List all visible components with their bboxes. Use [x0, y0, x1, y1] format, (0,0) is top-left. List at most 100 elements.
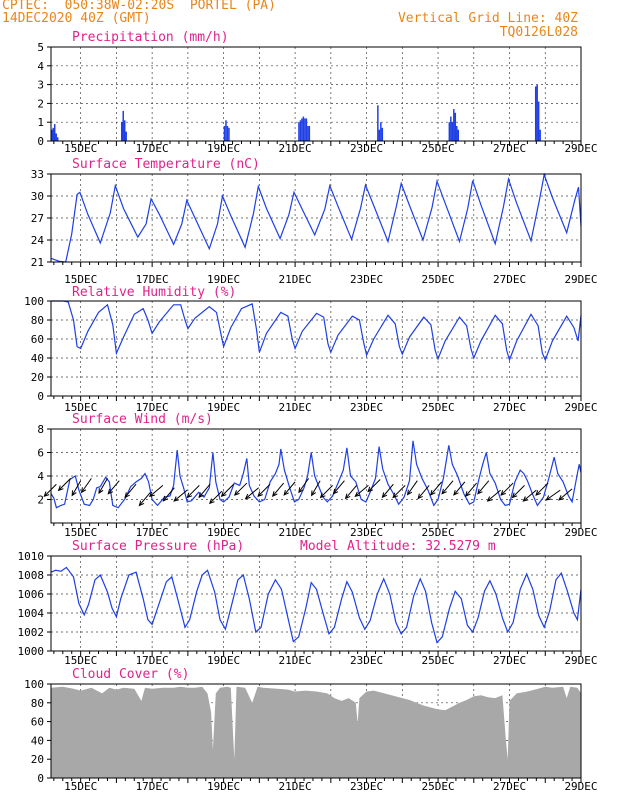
precip-bar	[380, 122, 382, 141]
y-tick-label: 2	[37, 494, 44, 507]
wind-vector-arrow	[522, 489, 537, 502]
precip-bar	[225, 120, 227, 141]
wind-arrow-head	[429, 489, 436, 496]
x-tick-label: 17DEC	[136, 142, 169, 155]
wind-arrow-shaft	[500, 482, 514, 496]
precip-bar	[451, 122, 454, 141]
precip-bar	[226, 125, 229, 141]
x-tick-label: 17DEC	[136, 273, 169, 286]
wind-arrow-head	[319, 492, 326, 499]
x-tick-label: 29DEC	[564, 780, 597, 793]
wind-arrow-shaft	[465, 482, 478, 497]
wind-arrow-shaft	[124, 483, 137, 498]
wind-arrow-shaft	[311, 480, 321, 496]
x-tick-label: 21DEC	[279, 401, 312, 414]
x-tick-label: 23DEC	[350, 273, 383, 286]
wind-arrow-shaft	[535, 482, 549, 496]
wind-arrow-shaft	[367, 479, 381, 492]
wind-vector-arrow	[381, 483, 394, 499]
x-tick-label: 27DEC	[493, 401, 526, 414]
wind-arrow-head	[124, 492, 130, 499]
y-tick-label: 80	[31, 697, 44, 710]
wind-arrow-shaft	[441, 480, 454, 495]
wind-vector-arrow	[208, 490, 223, 505]
wind-arrow-head	[354, 491, 361, 498]
precip-bar	[302, 116, 305, 141]
x-tick-label: 21DEC	[279, 780, 312, 793]
x-tick-label: 15DEC	[64, 526, 97, 539]
y-tick-label: 40	[31, 734, 44, 747]
y-tick-label: 1002	[18, 626, 45, 639]
wind-vector-arrow	[148, 485, 164, 498]
x-tick-label: 23DEC	[350, 526, 383, 539]
x-tick-label: 27DEC	[493, 654, 526, 667]
wind-arrow-head	[162, 495, 169, 502]
x-tick-label: 15DEC	[64, 654, 97, 667]
wind-vector-arrow	[198, 483, 211, 499]
x-tick-label: 23DEC	[350, 780, 383, 793]
x-tick-label: 29DEC	[564, 273, 597, 286]
wind-arrow-head	[208, 498, 215, 505]
wind-vector-arrow	[453, 481, 466, 496]
wind-vector-arrow	[124, 483, 137, 499]
precip-bar	[125, 131, 127, 141]
wind-arrow-shaft	[173, 489, 188, 502]
wind-line	[50, 440, 582, 509]
x-tick-label: 19DEC	[207, 401, 240, 414]
wind-arrow-head	[381, 492, 388, 499]
station-info: CPTEC: 050:38W-02:20S PORTEL (PA)	[2, 0, 276, 13]
cloud-title: Cloud Cover (%)	[72, 667, 189, 682]
wind-arrow-shaft	[392, 485, 406, 498]
wind-vector-arrow	[138, 492, 151, 507]
wind-arrow-head	[500, 490, 506, 496]
wind-vector-arrow	[244, 487, 259, 500]
y-tick-label: 80	[31, 314, 44, 327]
y-tick-label: 0	[37, 772, 44, 785]
temp-line	[50, 172, 582, 263]
precip-bar	[448, 122, 451, 141]
wind-arrow-head	[244, 493, 251, 500]
y-tick-label: 5	[37, 41, 44, 54]
wind-vector-arrow	[535, 482, 549, 496]
wind-vector-arrow	[464, 482, 478, 497]
wind-panel	[43, 428, 582, 528]
x-tick-label: 19DEC	[207, 273, 240, 286]
x-tick-label: 25DEC	[421, 142, 454, 155]
wind-vector-arrow	[477, 480, 490, 495]
precip-frame	[50, 46, 582, 142]
wind-arrow-head	[233, 490, 240, 496]
wind-vector-arrow	[80, 478, 92, 494]
x-tick-label: 25DEC	[421, 780, 454, 793]
precip-panel	[47, 46, 582, 146]
wind-arrow-head	[367, 486, 374, 493]
y-tick-label: 100	[24, 295, 44, 308]
x-tick-label: 27DEC	[493, 526, 526, 539]
y-tick-label: 100	[24, 678, 44, 691]
precip-bar	[536, 84, 538, 141]
wind-vector-arrow	[186, 485, 200, 499]
y-tick-label: 8	[37, 423, 44, 436]
wind-arrow-shaft	[272, 482, 285, 497]
wind-vector-arrow	[319, 485, 333, 499]
y-tick-label: 1006	[18, 588, 45, 601]
wind-arrow-head	[107, 488, 114, 495]
y-tick-label: 1010	[18, 550, 45, 563]
wind-vector-arrow	[283, 481, 296, 496]
wind-arrow-head	[477, 488, 483, 495]
wind-arrow-head	[198, 492, 204, 499]
precip-bar	[381, 127, 384, 141]
y-tick-label: 33	[31, 168, 44, 181]
y-tick-label: 40	[31, 352, 44, 365]
wind-arrow-shaft	[298, 478, 310, 493]
precip-bar	[534, 86, 537, 141]
wind-vector-arrow	[220, 483, 234, 498]
wind-vector-arrow	[107, 480, 120, 495]
wind-vector-arrow	[43, 483, 57, 498]
wind-vector-arrow	[486, 489, 501, 502]
x-tick-label: 17DEC	[136, 780, 169, 793]
wind-arrow-head	[464, 491, 471, 497]
wind-arrow-shaft	[162, 487, 175, 502]
wind-arrow-head	[271, 491, 278, 497]
y-tick-label: 2	[37, 97, 44, 110]
